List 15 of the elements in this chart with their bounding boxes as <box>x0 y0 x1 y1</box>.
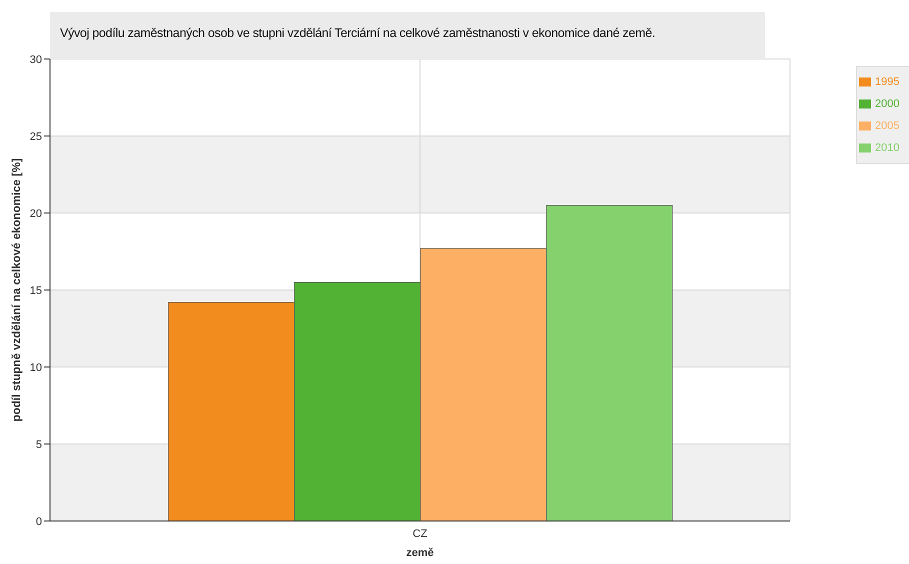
y-axis-title: podíl stupně vzdělání na celkové ekonomice [%] <box>11 158 24 422</box>
legend-label: 1995 <box>875 76 900 88</box>
y-tick-label: 5 <box>36 438 42 451</box>
x-axis-title: země <box>406 547 434 559</box>
y-tick-label: 30 <box>30 54 42 66</box>
legend-label: 2010 <box>875 142 900 154</box>
legend-label: 2000 <box>875 98 900 110</box>
x-tick-label: CZ <box>412 528 428 540</box>
legend-label: 2005 <box>875 120 900 132</box>
chart-title: Vývoj podílu zaměstnaných osob ve stupni vzdělání Terciární na celkové zaměstnanosti v ekonomice dané země. <box>50 12 765 58</box>
y-tick-label: 0 <box>36 516 42 528</box>
y-tick-label: 10 <box>30 362 42 374</box>
y-tick-label: 25 <box>30 130 42 143</box>
y-tick-label: 20 <box>30 208 42 220</box>
y-tick-label: 15 <box>30 284 42 297</box>
